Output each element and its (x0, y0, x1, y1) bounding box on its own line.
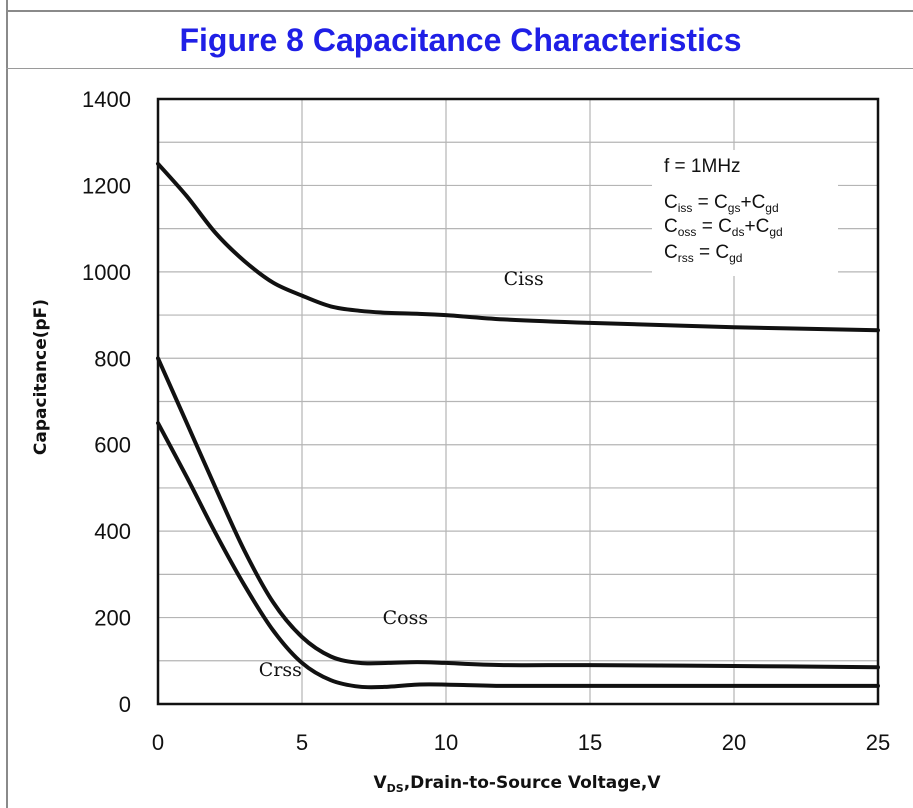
ciss-eq: = C (692, 192, 727, 213)
x-axis-label-main: V (373, 773, 387, 793)
coss-plus: +C (744, 216, 769, 237)
y-tick-label: 200 (94, 606, 131, 631)
series-ciss-line (156, 161, 880, 333)
frame-left-border (6, 0, 8, 808)
x-tick-label: 15 (578, 730, 602, 755)
series-crss-line (156, 421, 880, 690)
legend-annotation: f = 1MHz Ciss = Cgs+Cgd Coss = Cds+Cgd C… (652, 150, 838, 276)
series-coss-line (156, 356, 880, 670)
y-axis-label: Capacitance(pF) (31, 299, 51, 455)
ciss-plus: +C (740, 192, 765, 213)
annotation-background (652, 150, 838, 276)
annotation-crss-definition: Crss = Cgd (664, 242, 742, 265)
axis-layer: 0 5 10 15 20 25 0 200 400 600 800 1000 1200 1400 (82, 87, 890, 755)
grid-layer (158, 99, 878, 704)
ciss-gd-sub: gd (765, 201, 778, 215)
curve-label-ciss: Ciss (504, 268, 544, 290)
plot-frame (156, 97, 880, 706)
curve-label-crss: Crss (259, 659, 302, 681)
curve-label-coss: Coss (383, 607, 428, 629)
x-tick-label: 0 (152, 730, 164, 755)
crss-gd-sub: gd (729, 251, 742, 265)
coss-gd-sub: gd (769, 225, 782, 239)
coss-c: C (664, 216, 678, 237)
x-axis-label: VDS,Drain-to-Source Voltage,V (373, 773, 661, 795)
x-tick-label: 5 (296, 730, 308, 755)
y-tick-label: 0 (119, 692, 131, 717)
coss-sub: oss (678, 225, 697, 239)
chart-title: Figure 8 Capacitance Characteristics (179, 22, 742, 58)
crss-sub: rss (678, 251, 694, 265)
annotation-coss-definition: Coss = Cds+Cgd (664, 216, 783, 239)
crss-c: C (664, 242, 678, 263)
ciss-sub: iss (678, 201, 693, 215)
y-tick-label: 1200 (82, 173, 131, 198)
y-tick-label: 600 (94, 433, 131, 458)
x-axis-label-sub: DS (387, 782, 404, 795)
annotation-frequency: f = 1MHz (664, 156, 741, 177)
crss-eq: = C (694, 242, 729, 263)
x-tick-label: 20 (722, 730, 746, 755)
x-tick-label: 25 (866, 730, 890, 755)
ciss-gs-sub: gs (728, 201, 741, 215)
title-divider (6, 68, 913, 69)
x-tick-label: 10 (434, 730, 458, 755)
label-layer: Ciss Coss Crss (259, 268, 544, 681)
annotation-ciss-definition: Ciss = Cgs+Cgd (664, 192, 779, 215)
frame-top-border (6, 10, 913, 12)
coss-ds-sub: ds (732, 225, 745, 239)
y-tick-label: 400 (94, 519, 131, 544)
coss-eq: = C (696, 216, 731, 237)
ciss-c: C (664, 192, 678, 213)
series-layer (156, 161, 880, 690)
y-tick-label: 1400 (82, 87, 131, 112)
x-axis-label-rest: ,Drain-to-Source Voltage,V (404, 773, 662, 793)
y-tick-label: 1000 (82, 260, 131, 285)
y-tick-label: 800 (94, 346, 131, 371)
